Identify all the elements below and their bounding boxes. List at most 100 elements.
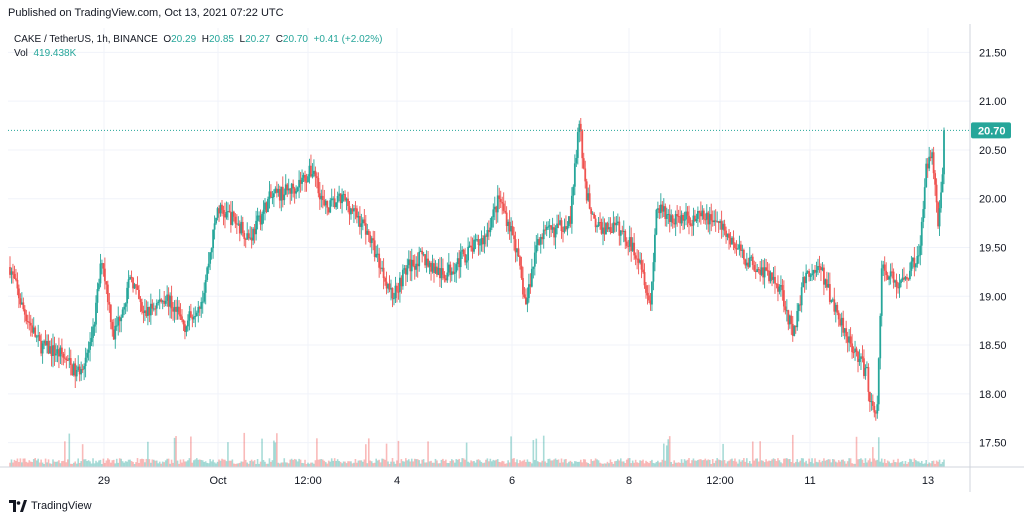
volume-bar: [633, 462, 635, 467]
symbol-label[interactable]: CAKE / TetherUS, 1h, BINANCE: [14, 34, 158, 45]
volume-bar: [215, 463, 217, 467]
volume-bar: [421, 459, 423, 467]
volume-bar: [299, 459, 302, 467]
volume-bar: [332, 460, 334, 467]
volume-bar: [551, 460, 554, 467]
volume-bar: [796, 459, 799, 467]
last-price-badge: [971, 122, 1011, 139]
volume-bar: [154, 460, 157, 467]
candle-body: [907, 278, 910, 280]
candle-body: [403, 268, 406, 270]
candle-body: [142, 311, 145, 314]
volume-bar: [940, 463, 942, 467]
volume-bar: [840, 459, 843, 467]
high-value: 20.85: [208, 34, 234, 45]
candle-body: [522, 278, 524, 295]
volume-bar: [621, 461, 624, 467]
candle-body: [198, 307, 201, 309]
candle-body: [406, 265, 409, 275]
candle-body: [216, 208, 219, 218]
volume-bar: [18, 462, 20, 467]
candle-body: [876, 404, 879, 414]
volume-bar: [280, 462, 283, 467]
volume-bar: [252, 461, 254, 467]
candle-body: [763, 267, 766, 278]
volume-bar: [293, 458, 296, 467]
volume-bar: [191, 462, 194, 467]
volume-bar: [649, 460, 652, 467]
volume-bar: [136, 458, 139, 467]
candle-body: [157, 301, 160, 304]
volume-bar: [700, 459, 702, 467]
candle-body: [93, 324, 96, 327]
volume-bar: [866, 462, 868, 467]
chart-frame[interactable]: 17.50 18.00 18.50 19.00 19.50 20.00 20.50 21.00…: [0, 24, 1024, 492]
candle-body: [909, 270, 911, 280]
candle-body: [877, 358, 880, 405]
candle-body: [75, 370, 78, 377]
volume-bar: [885, 463, 887, 467]
volume-bar: [713, 463, 716, 467]
candle-body: [679, 216, 682, 224]
price-chart[interactable]: 17.50 18.00 18.50 19.00 19.50 20.00 20.50 21.00…: [0, 24, 1024, 492]
candle-body: [468, 245, 471, 247]
volume-bar: [354, 459, 357, 467]
candle-body: [74, 363, 77, 377]
volume-bar: [326, 463, 329, 467]
volume-bar: [477, 459, 480, 467]
volume-bar: [594, 458, 597, 467]
volume-bar: [753, 460, 756, 467]
volume-bar: [766, 461, 769, 467]
candle-body: [505, 212, 508, 226]
candle-body: [548, 225, 551, 227]
volume-bar: [805, 460, 807, 467]
volume-bar: [225, 461, 228, 467]
candle-body: [160, 299, 163, 302]
volume-bar: [756, 458, 758, 467]
candle-body: [527, 284, 530, 299]
candle-body: [645, 285, 647, 293]
volume-bar: [508, 462, 511, 467]
volume-bar: [857, 459, 859, 467]
volume-bar: [875, 460, 877, 467]
candle-body: [353, 208, 355, 212]
volume-bar: [345, 463, 348, 467]
volume-bar: [769, 460, 772, 467]
candle-body: [388, 283, 391, 290]
candle-body: [341, 194, 343, 204]
candle-body: [479, 244, 481, 246]
volume-bar: [295, 459, 297, 467]
candle-body: [791, 323, 794, 336]
candle-body: [372, 238, 375, 241]
volume-bar: [787, 459, 790, 467]
footer-brand[interactable]: TradingView: [9, 499, 92, 513]
volume-bar: [686, 459, 689, 467]
volume-bar: [925, 460, 928, 467]
volume-bar: [740, 461, 742, 467]
candle-body: [536, 239, 539, 246]
volume-bar: [157, 463, 160, 467]
candle-body: [928, 156, 931, 169]
volume-bar: [464, 459, 466, 467]
candle-body: [886, 275, 889, 280]
volume-bar: [867, 460, 870, 467]
volume-bar: [304, 459, 306, 467]
volume-bar: [548, 458, 551, 467]
candle-body: [489, 227, 492, 233]
candle-body: [344, 194, 346, 201]
volume-bar: [120, 458, 122, 467]
candle-body: [225, 212, 228, 218]
volume-bar: [227, 442, 229, 467]
candle-body: [55, 353, 57, 356]
candle-body: [182, 319, 185, 325]
volume-bar: [264, 461, 266, 467]
candle-body: [253, 228, 256, 235]
volume-bar: [843, 461, 846, 467]
volume-bar: [937, 461, 939, 467]
candle-body: [270, 191, 272, 198]
volume-bar: [560, 458, 563, 467]
candle-body: [425, 258, 428, 266]
volume-bar: [437, 463, 440, 467]
candle-body: [894, 280, 896, 283]
volume-bar: [575, 461, 578, 467]
